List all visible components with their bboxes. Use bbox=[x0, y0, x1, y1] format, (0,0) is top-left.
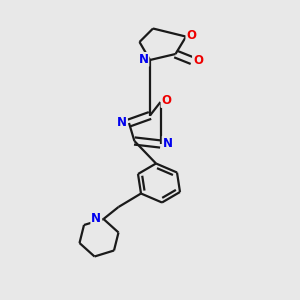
Text: O: O bbox=[186, 29, 197, 42]
Text: N: N bbox=[91, 212, 101, 225]
Text: N: N bbox=[138, 53, 148, 66]
Text: O: O bbox=[193, 54, 203, 67]
Text: N: N bbox=[117, 116, 127, 129]
Text: O: O bbox=[161, 94, 172, 107]
Text: N: N bbox=[163, 136, 173, 150]
